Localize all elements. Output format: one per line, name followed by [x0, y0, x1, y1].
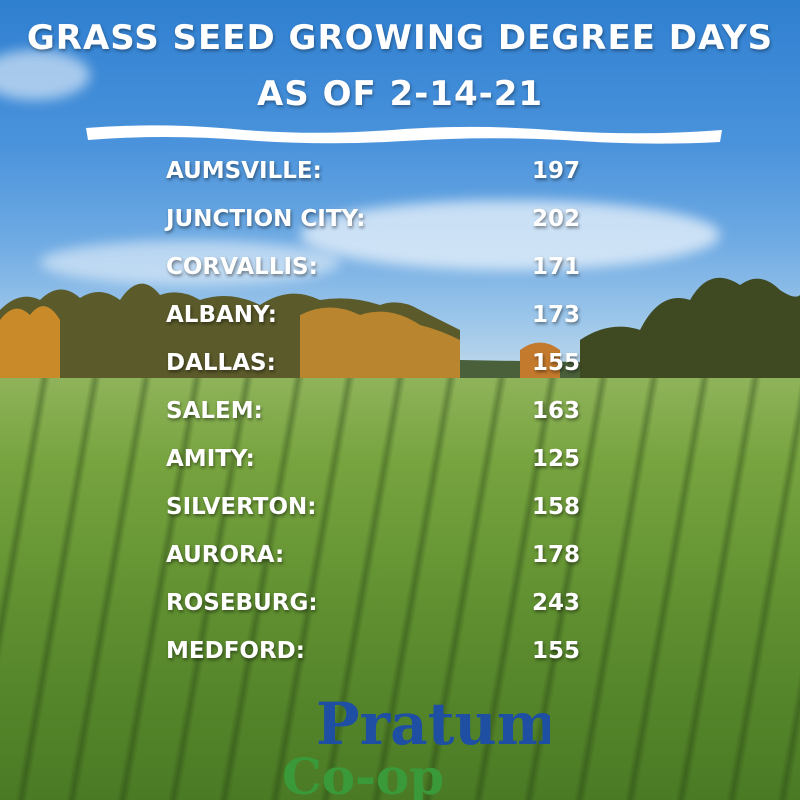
- gdd-value: 197: [531, 158, 580, 184]
- city-label: SILVERTON:: [166, 494, 317, 520]
- gdd-value: 171: [531, 254, 580, 280]
- city-label: ROSEBURG:: [166, 590, 318, 616]
- list-item: AURORA: 178: [166, 542, 586, 576]
- gdd-value: 125: [531, 446, 580, 472]
- treeline: [0, 277, 800, 385]
- cloud: [300, 200, 720, 270]
- list-item: JUNCTION CITY: 202: [166, 206, 586, 240]
- city-label: CORVALLIS:: [166, 254, 318, 280]
- city-label: ALBANY:: [166, 302, 277, 328]
- logo-text-coop: Co-op: [282, 747, 444, 800]
- logo-text-pratum: Pratum: [316, 690, 550, 758]
- gdd-value: 173: [531, 302, 580, 328]
- cloud: [0, 50, 90, 100]
- city-label: JUNCTION CITY:: [166, 206, 366, 232]
- gdd-value: 202: [531, 206, 580, 232]
- list-item: ALBANY: 173: [166, 302, 586, 336]
- list-item: AMITY: 125: [166, 446, 586, 480]
- list-item: DALLAS: 155: [166, 350, 586, 384]
- gdd-value: 155: [531, 638, 580, 664]
- gdd-value: 158: [531, 494, 580, 520]
- title-line-1: GRASS SEED GROWING DEGREE DAYS: [26, 18, 774, 58]
- city-label: AURORA:: [166, 542, 285, 568]
- city-label: MEDFORD:: [166, 638, 305, 664]
- list-item: SALEM: 163: [166, 398, 586, 432]
- list-item: AUMSVILLE: 197: [166, 158, 586, 192]
- grass-field: [0, 378, 800, 800]
- city-label: DALLAS:: [166, 350, 276, 376]
- list-item: MEDFORD: 155: [166, 638, 586, 672]
- list-item: CORVALLIS: 171: [166, 254, 586, 288]
- gdd-value: 243: [531, 590, 580, 616]
- city-label: SALEM:: [166, 398, 263, 424]
- gdd-value: 178: [531, 542, 580, 568]
- pratum-coop-logo: Pratum Co-op: [282, 690, 550, 800]
- brush-stroke-divider: [86, 125, 722, 144]
- cloud: [40, 240, 340, 285]
- list-item: SILVERTON: 158: [166, 494, 586, 528]
- city-label: AUMSVILLE:: [166, 158, 322, 184]
- list-item: ROSEBURG: 243: [166, 590, 586, 624]
- gdd-value: 155: [531, 350, 580, 376]
- title-line-2: AS OF 2-14-21: [256, 74, 544, 114]
- city-label: AMITY:: [166, 446, 255, 472]
- gdd-value: 163: [531, 398, 580, 424]
